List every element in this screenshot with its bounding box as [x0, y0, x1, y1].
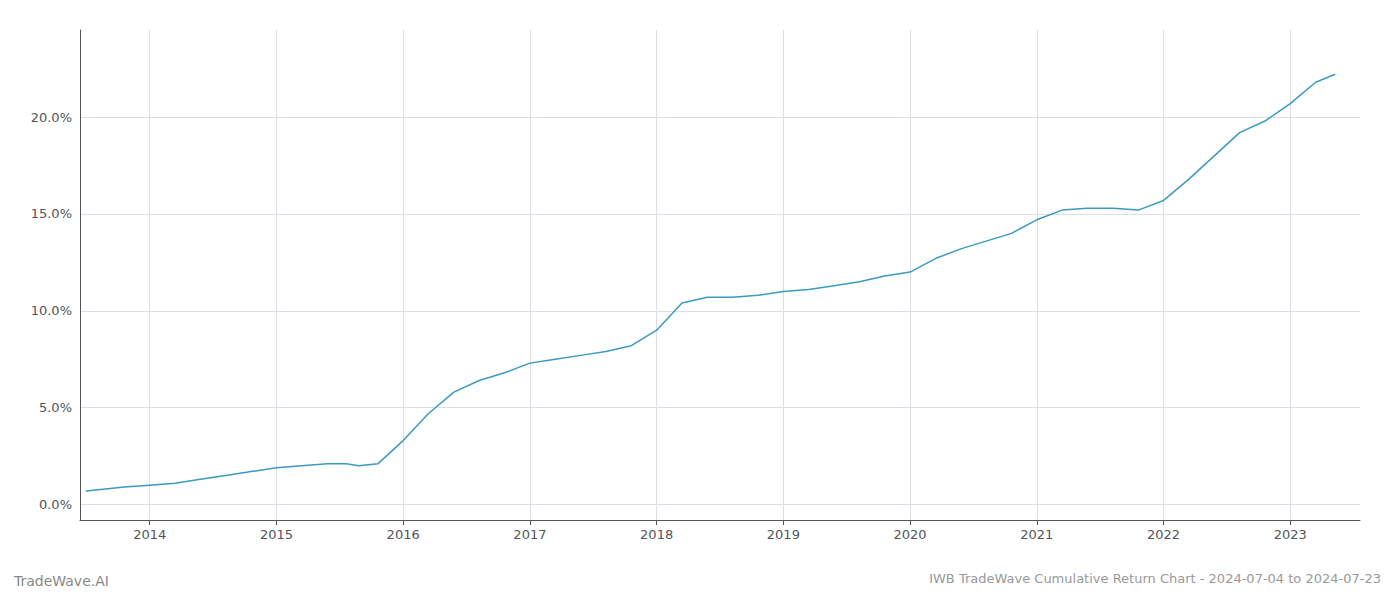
svg-text:5.0%: 5.0% — [39, 400, 72, 415]
svg-text:10.0%: 10.0% — [31, 303, 72, 318]
svg-text:2015: 2015 — [260, 527, 293, 542]
svg-text:2020: 2020 — [894, 527, 927, 542]
svg-text:2019: 2019 — [767, 527, 800, 542]
svg-text:2017: 2017 — [513, 527, 546, 542]
svg-text:0.0%: 0.0% — [39, 497, 72, 512]
svg-text:2021: 2021 — [1020, 527, 1053, 542]
svg-text:2014: 2014 — [133, 527, 166, 542]
svg-text:TradeWave.AI: TradeWave.AI — [13, 573, 109, 589]
svg-text:IWB TradeWave Cumulative Retur: IWB TradeWave Cumulative Return Chart - … — [929, 571, 1381, 586]
svg-text:20.0%: 20.0% — [31, 110, 72, 125]
svg-text:15.0%: 15.0% — [31, 206, 72, 221]
svg-text:2022: 2022 — [1147, 527, 1180, 542]
svg-text:2016: 2016 — [387, 527, 420, 542]
svg-text:2023: 2023 — [1274, 527, 1307, 542]
svg-text:2018: 2018 — [640, 527, 673, 542]
